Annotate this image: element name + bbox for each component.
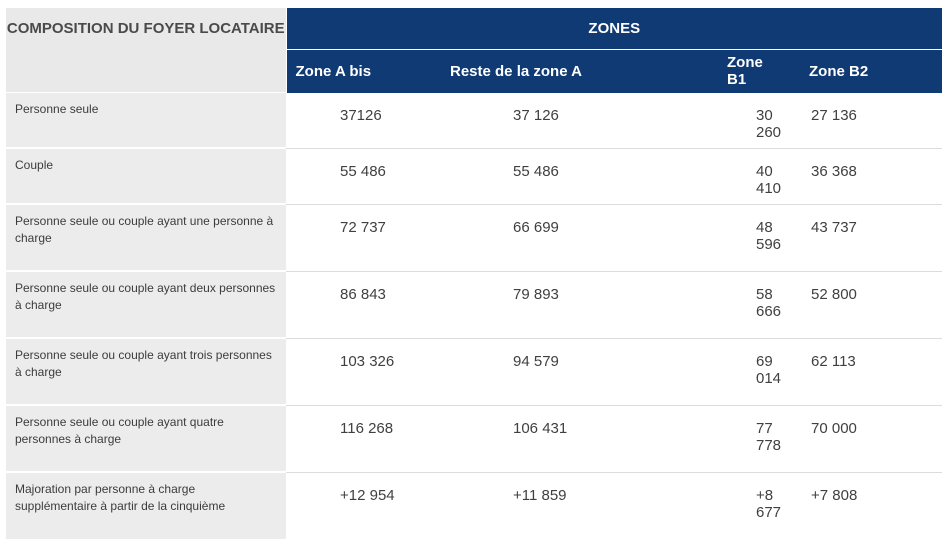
cell-zone-b1: 48 596 (632, 204, 781, 272)
cell-zone-b2: 70 000 (771, 405, 942, 473)
row-label: Couple (6, 148, 286, 205)
row-label: Majoration par personne à charge supplém… (6, 472, 286, 539)
cell-zone-a-bis: +12 954 (340, 486, 395, 504)
cell-zone-b1: 30 260 (632, 92, 781, 149)
cell-zone-b2: 52 800 (771, 271, 942, 339)
cell-reste-zone-a: 37 126 (421, 92, 632, 149)
cell-reste-zone-a: 79 893 (421, 271, 632, 339)
cell-zone-b2: 43 737 (771, 204, 942, 272)
cell-reste-zone-a: 55 486 (421, 148, 632, 205)
zone-header-b2: Zone B2 (771, 49, 942, 93)
cell-zone-b2: 36 368 (771, 148, 942, 205)
cell-zone-a-bis: 86 843 (286, 271, 421, 339)
cell-zone-b1: 69 014 (632, 338, 781, 406)
header-row-top: COMPOSITION DU FOYER LOCATAIRE ZONES (6, 8, 942, 93)
table-row: Personne seule ou couple ayant une perso… (6, 204, 942, 272)
page: COMPOSITION DU FOYER LOCATAIRE ZONES Zon… (6, 8, 942, 539)
header-row-zones: Zone A bis Reste de la zone A Zone B1 Zo… (6, 49, 942, 93)
row-label: Personne seule ou couple ayant quatre pe… (6, 405, 286, 473)
zone-header-b1: Zone B1 (632, 49, 771, 93)
composition-header: COMPOSITION DU FOYER LOCATAIRE (6, 8, 286, 93)
cell-zone-b1: +8 677 (756, 486, 782, 521)
zone-header-reste-a: Reste de la zone A (421, 49, 632, 93)
cell-zone-b2: +7 808 (811, 486, 858, 504)
zone-header-a-bis: Zone A bis (285, 49, 421, 93)
table-row: Personne seule 37126 37 126 30 260 27 13… (6, 92, 942, 149)
cell-zone-a-bis: 72 737 (286, 204, 421, 272)
table-row: Personne seule ou couple ayant deux pers… (6, 271, 942, 339)
cell-zone-b2: 62 113 (771, 338, 942, 406)
cell-zone-b1: 77 778 (632, 405, 781, 473)
cell-reste-zone-a: 94 579 (421, 338, 632, 406)
cell-zone-a-bis: 116 268 (286, 405, 421, 473)
row-label: Personne seule (6, 92, 286, 149)
cell-reste-zone-a: +11 859 (513, 486, 567, 504)
cell-reste-zone-a: 66 699 (421, 204, 632, 272)
zones-header: ZONES (285, 8, 942, 50)
row-label: Personne seule ou couple ayant deux pers… (6, 271, 286, 339)
row-label: Personne seule ou couple ayant une perso… (6, 204, 286, 272)
row-label: Personne seule ou couple ayant trois per… (6, 338, 286, 406)
cell-zone-b1: 58 666 (632, 271, 781, 339)
table-row: Personne seule ou couple ayant trois per… (6, 338, 942, 406)
cell-zone-b2: 27 136 (771, 92, 942, 149)
table-row: Majoration par personne à charge supplém… (6, 472, 942, 539)
cell-zone-a-bis: 37126 (286, 92, 421, 149)
cell-zone-a-bis: 103 326 (286, 338, 421, 406)
table-row: Couple 55 486 55 486 40 410 36 368 (6, 148, 942, 205)
cell-zone-a-bis: 55 486 (286, 148, 421, 205)
table-row: Personne seule ou couple ayant quatre pe… (6, 405, 942, 473)
cell-reste-zone-a: 106 431 (421, 405, 632, 473)
cell-zone-b1: 40 410 (632, 148, 781, 205)
